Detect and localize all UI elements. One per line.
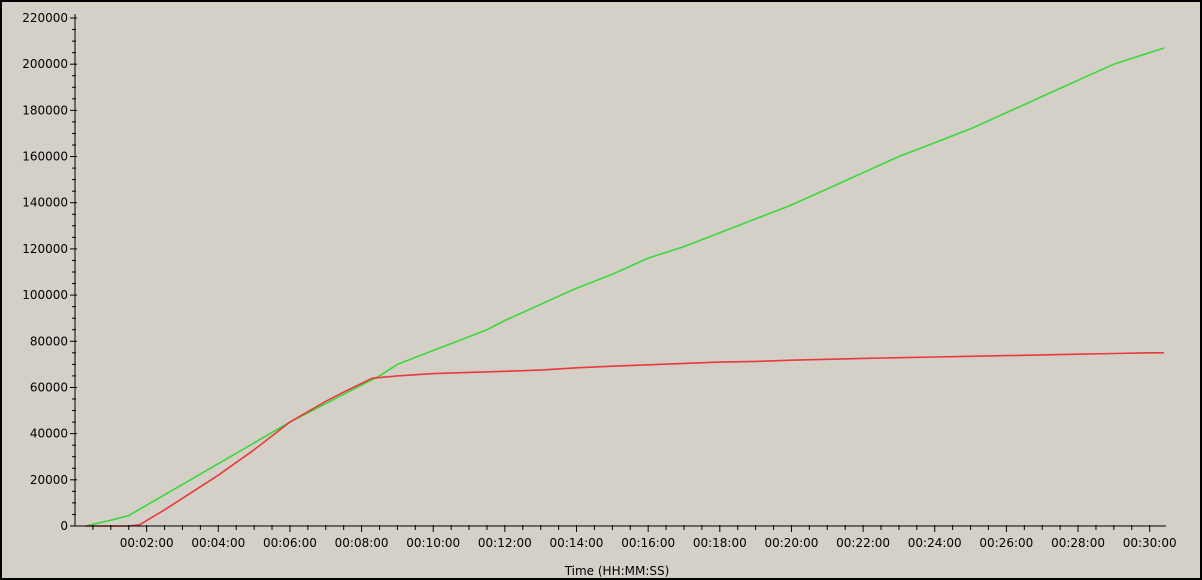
x-tick-label: 00:02:00 [120, 536, 174, 550]
y-tick-label: 200000 [22, 57, 68, 71]
y-tick-label: 0 [60, 519, 68, 533]
y-tick-label: 80000 [30, 334, 68, 348]
x-tick-label: 00:20:00 [764, 536, 818, 550]
y-tick-label: 160000 [22, 150, 68, 164]
y-tick-label: 20000 [30, 473, 68, 487]
x-axis-title: Time (HH:MM:SS) [564, 564, 670, 578]
x-tick-label: 00:18:00 [693, 536, 747, 550]
y-tick-label: 180000 [22, 103, 68, 117]
y-tick-label: 40000 [30, 427, 68, 441]
x-tick-label: 00:12:00 [478, 536, 532, 550]
y-tick-label: 120000 [22, 242, 68, 256]
x-tick-label: 00:06:00 [263, 536, 317, 550]
x-tick-label: 00:08:00 [335, 536, 389, 550]
y-tick-label: 60000 [30, 380, 68, 394]
x-tick-label: 00:24:00 [908, 536, 962, 550]
y-tick-label: 220000 [22, 11, 68, 25]
x-tick-label: 00:30:00 [1123, 536, 1177, 550]
series-line-1 [85, 47, 1165, 527]
y-tick-label: 140000 [22, 196, 68, 210]
x-tick-label: 00:22:00 [836, 536, 890, 550]
x-tick-label: 00:04:00 [191, 536, 245, 550]
x-tick-label: 00:28:00 [1051, 536, 1105, 550]
y-tick-label: 100000 [22, 288, 68, 302]
x-tick-label: 00:10:00 [406, 536, 460, 550]
series-line-2 [85, 351, 1164, 527]
x-tick-label: 00:14:00 [550, 536, 604, 550]
x-tick-label: 00:26:00 [979, 536, 1033, 550]
x-tick-label: 00:16:00 [621, 536, 675, 550]
